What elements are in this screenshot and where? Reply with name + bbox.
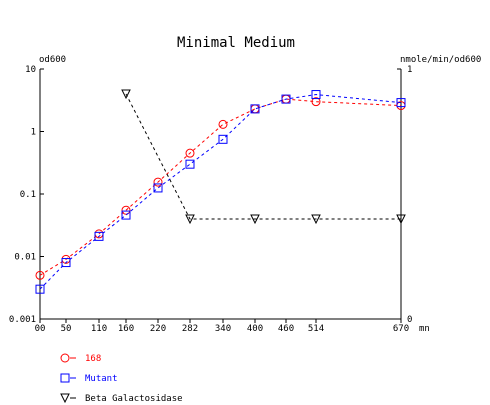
x-tick-label: 670	[393, 324, 409, 334]
x-tick-label: 00	[35, 324, 46, 334]
right-axis-label: nmole/min/od600	[400, 55, 481, 65]
y-right-tick-label: 0	[407, 315, 412, 325]
data-point	[311, 214, 321, 225]
series-line	[125, 93, 401, 220]
x-tick-label: 400	[247, 324, 263, 334]
data-point	[185, 159, 195, 169]
data-point	[185, 148, 195, 158]
series-3	[121, 89, 406, 225]
legend: 168 Mutant Beta Galactosidase	[60, 353, 183, 404]
y-left-ticks: 10 1 0.1 0.01 0.001	[9, 65, 44, 325]
x-tick-label: 50	[61, 324, 72, 334]
data-point	[218, 119, 228, 129]
data-point	[396, 214, 406, 225]
x-tick-label: 514	[308, 324, 324, 334]
y-left-tick-label: 10	[25, 65, 36, 75]
data-point	[35, 270, 45, 280]
plot-area	[39, 69, 402, 320]
x-tick-label: 220	[150, 324, 166, 334]
legend-item: 168	[60, 353, 101, 364]
series-line	[39, 94, 402, 290]
data-point	[311, 97, 321, 107]
chart-title: Minimal Medium	[177, 35, 295, 51]
data-point	[281, 94, 291, 104]
left-axis-label: od600	[39, 55, 66, 65]
x-unit-label: mn	[419, 324, 430, 334]
series-2	[35, 90, 406, 294]
y-left-tick-label: 0.001	[9, 315, 36, 325]
data-point	[396, 98, 406, 108]
data-point	[121, 89, 131, 100]
legend-item: Mutant	[60, 373, 118, 384]
data-point	[250, 104, 260, 114]
data-point	[153, 177, 163, 187]
data-point	[35, 284, 45, 294]
y-right-tick-label: 1	[407, 65, 412, 75]
y-left-tick-label: 0.1	[20, 190, 36, 200]
y-right-ticks: 10	[397, 65, 412, 325]
data-point	[153, 183, 163, 193]
data-point	[60, 353, 70, 363]
data-point	[61, 258, 71, 268]
data-point	[218, 134, 228, 144]
data-point	[121, 205, 131, 215]
data-point	[185, 214, 195, 225]
legend-label: Beta Galactosidase	[85, 394, 183, 404]
series-1	[35, 94, 406, 280]
series-line	[39, 98, 402, 276]
legend-label: Mutant	[85, 374, 118, 384]
data-point	[94, 231, 104, 241]
data-point	[60, 373, 70, 383]
series-layer	[35, 89, 406, 294]
y-left-tick-label: 1	[31, 128, 36, 138]
legend-item: Beta Galactosidase	[60, 393, 183, 404]
data-point	[121, 210, 131, 220]
legend-label: 168	[85, 354, 101, 364]
data-point	[311, 90, 321, 100]
y-left-tick-label: 0.01	[14, 253, 36, 263]
data-point	[250, 214, 260, 225]
x-tick-label: 340	[215, 324, 231, 334]
x-tick-label: 282	[182, 324, 198, 334]
x-tick-label: 160	[118, 324, 134, 334]
data-point	[60, 393, 70, 404]
x-tick-label: 110	[91, 324, 107, 334]
x-tick-label: 460	[278, 324, 294, 334]
x-ticks: 00 50 110 160 220 282 340 400 460 514 670	[35, 319, 409, 334]
